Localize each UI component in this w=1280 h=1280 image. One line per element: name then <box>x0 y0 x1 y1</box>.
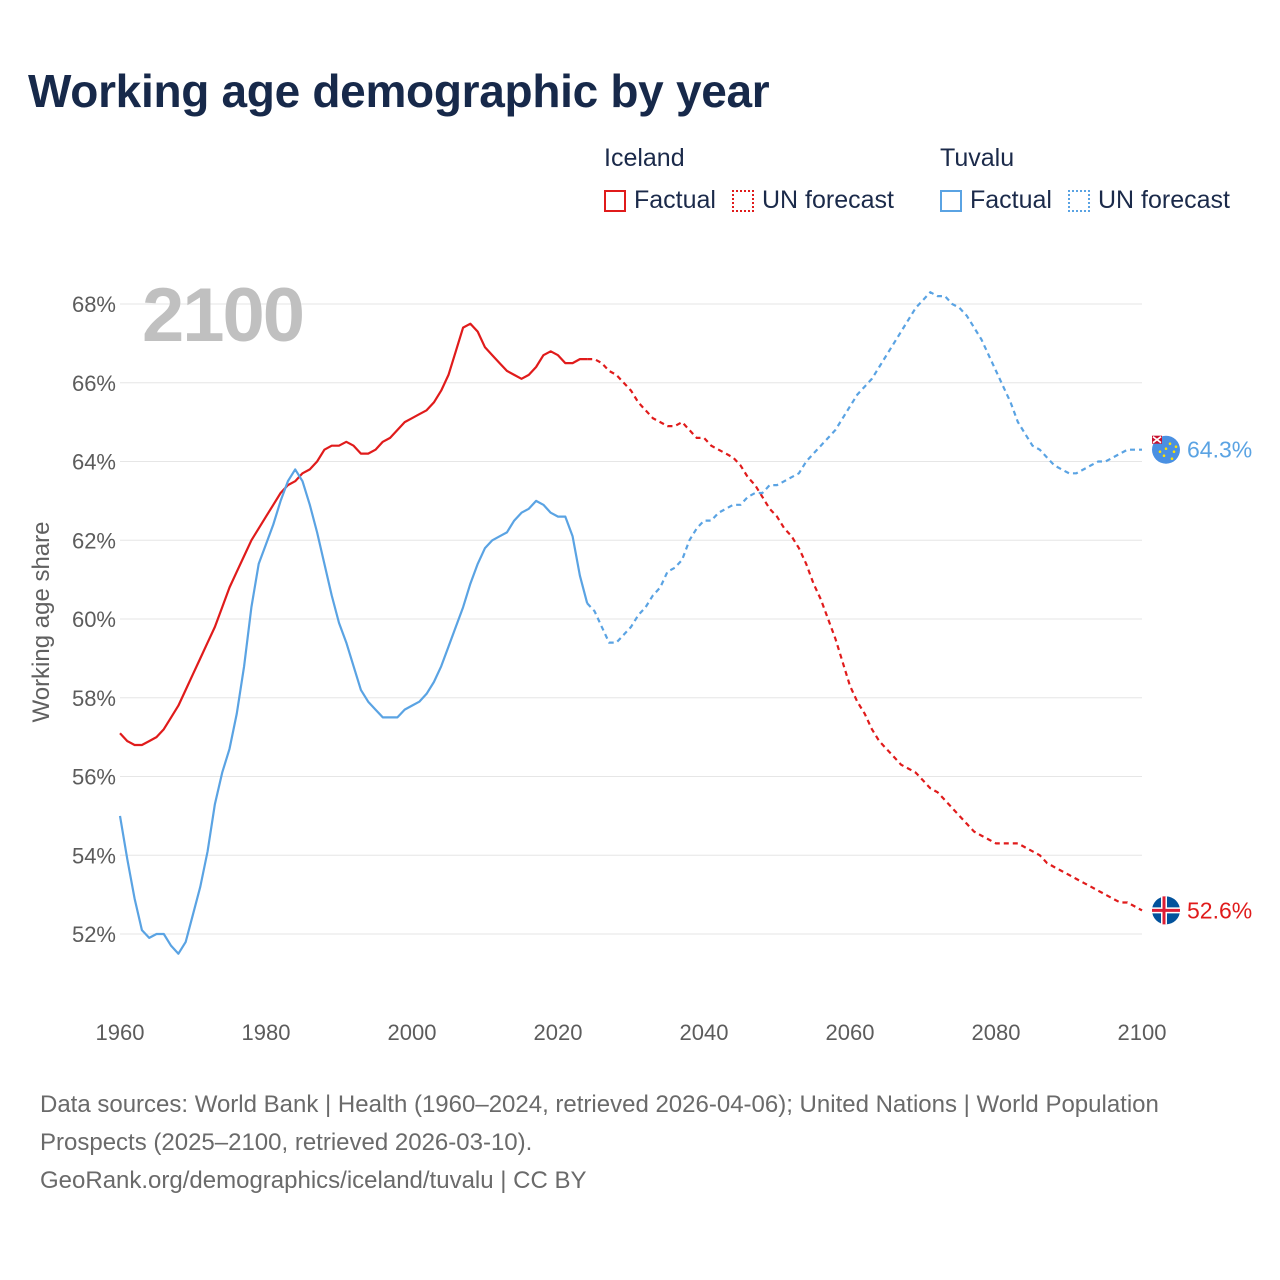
series-line-iceland-forecast <box>587 358 1143 912</box>
series-line-tuvalu-factual <box>118 468 589 955</box>
flag-star <box>1158 450 1162 453</box>
series-line-iceland-factual <box>119 322 588 747</box>
y-tick-label: 56% <box>72 765 116 790</box>
flag-star <box>1164 447 1168 450</box>
sources-text: Data sources: World Bank | Health (1960–… <box>40 1091 1159 1156</box>
flag-star <box>1168 442 1172 445</box>
legend-label: Factual <box>634 186 716 214</box>
y-tick-label: 58% <box>72 686 116 711</box>
flag-star <box>1170 457 1174 460</box>
y-tick-label: 52% <box>72 922 116 947</box>
sources-attribution[interactable]: GeoRank.org/demographics/iceland/tuvalu … <box>40 1167 587 1194</box>
legend-swatch-solid <box>940 189 962 212</box>
legend-iceland-forecast[interactable]: UN forecast <box>731 186 894 215</box>
legend-iceland-factual[interactable]: Factual <box>604 186 716 215</box>
y-axis-title: Working age share <box>28 521 55 723</box>
legend-group-iceland: Iceland Factual UN forecast <box>604 144 910 215</box>
y-tick-label: 60% <box>72 607 116 632</box>
y-axis-ticks: 52% 54% 56% 58% 60% 62% 64% 66% 68% <box>72 292 116 947</box>
flag-star <box>1174 445 1178 448</box>
legend-swatch-dotted <box>731 189 754 212</box>
y-tick-label: 68% <box>72 292 116 317</box>
flag-star <box>1172 450 1176 453</box>
series-lines <box>118 290 1143 955</box>
series-line-tuvalu-forecast <box>586 290 1142 644</box>
legend-group-name: Tuvalu <box>940 144 1015 172</box>
y-tick-label: 66% <box>72 371 116 396</box>
y-tick-label: 54% <box>72 843 116 868</box>
x-tick-label: 2100 <box>1118 1020 1167 1045</box>
flag-cross <box>1152 436 1162 444</box>
chart-title: Working age demographic by year <box>28 65 770 117</box>
x-tick-label: 1980 <box>242 1020 291 1045</box>
x-tick-label: 2000 <box>388 1020 437 1045</box>
x-tick-label: 2080 <box>972 1020 1021 1045</box>
x-axis-ticks: 1960 1980 2000 2020 2040 2060 2080 2100 <box>96 1020 1167 1045</box>
x-tick-label: 2040 <box>680 1020 729 1045</box>
flag-star <box>1162 454 1166 457</box>
y-tick-label: 62% <box>72 528 116 553</box>
legend-group-name: Iceland <box>604 144 685 172</box>
tuvalu-flag-icon <box>1152 435 1180 464</box>
data-sources: Data sources: World Bank | Health (1960–… <box>40 1086 1220 1200</box>
y-tick-label: 64% <box>72 450 116 475</box>
legend-label: Factual <box>970 186 1052 214</box>
iceland-flag-icon <box>1152 896 1180 925</box>
x-tick-label: 1960 <box>96 1020 145 1045</box>
flag-cross-red-v <box>1162 896 1166 925</box>
year-watermark: 2100 <box>142 273 305 358</box>
end-value-label-iceland: 52.6% <box>1187 897 1252 923</box>
grid-lines <box>120 303 1142 935</box>
end-labels: 52.6% 64.3% <box>1187 437 1252 924</box>
x-tick-label: 2020 <box>534 1020 583 1045</box>
legend-group-tuvalu: Tuvalu Factual UN forecast <box>940 144 1246 215</box>
flag-cross-red-h <box>1152 908 1180 912</box>
legend-swatch-solid <box>604 189 626 212</box>
legend-tuvalu-forecast[interactable]: UN forecast <box>1067 186 1230 215</box>
legend-tuvalu-factual[interactable]: Factual <box>940 186 1052 215</box>
end-markers <box>1152 435 1180 925</box>
legend-swatch-dotted <box>1067 189 1090 212</box>
x-tick-label: 2060 <box>826 1020 875 1045</box>
end-value-label-tuvalu: 64.3% <box>1187 437 1252 463</box>
legend-label: UN forecast <box>1097 186 1230 214</box>
legend-label: UN forecast <box>761 186 894 214</box>
